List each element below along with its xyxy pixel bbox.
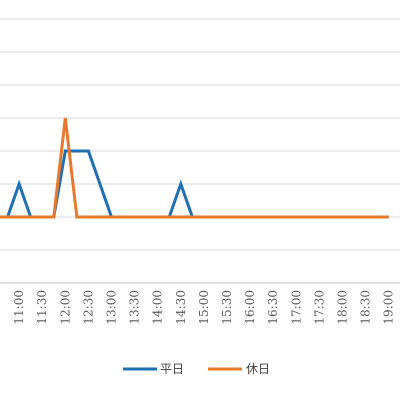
x-tick-label: 14:00 — [151, 290, 165, 325]
x-tick-label: 12:00 — [58, 290, 72, 325]
legend: 平日 休日 — [123, 362, 270, 376]
series-lines — [0, 117, 389, 219]
x-tick-label: 18:30 — [359, 290, 373, 325]
x-tick-label: 19:00 — [382, 290, 396, 325]
x-axis-tick-labels: 10:30 11:00 11:30 12:00 12:30 13:00 13:30 14:00… — [0, 290, 396, 325]
legend-label-holiday: 休日 — [246, 362, 270, 376]
x-tick-label: 16:30 — [266, 290, 280, 325]
x-tick-label: 15:30 — [220, 290, 234, 325]
series-line-holiday — [0, 117, 389, 219]
x-tick-label: 11:30 — [35, 290, 49, 325]
x-tick-label: 18:00 — [336, 290, 350, 325]
x-tick-label: 16:00 — [243, 290, 257, 325]
x-tick-label: 13:00 — [105, 290, 119, 325]
x-tick-label: 12:30 — [81, 290, 95, 325]
x-tick-label: 10:30 — [0, 290, 3, 325]
legend-label-weekday: 平日 — [160, 362, 184, 376]
x-tick-label: 13:30 — [128, 290, 142, 325]
x-tick-label: 17:00 — [289, 290, 303, 325]
x-tick-label: 11:00 — [12, 290, 26, 325]
x-tick-label: 15:00 — [197, 290, 211, 325]
x-tick-label: 14:30 — [174, 290, 188, 325]
x-tick-label: 17:30 — [312, 290, 326, 325]
